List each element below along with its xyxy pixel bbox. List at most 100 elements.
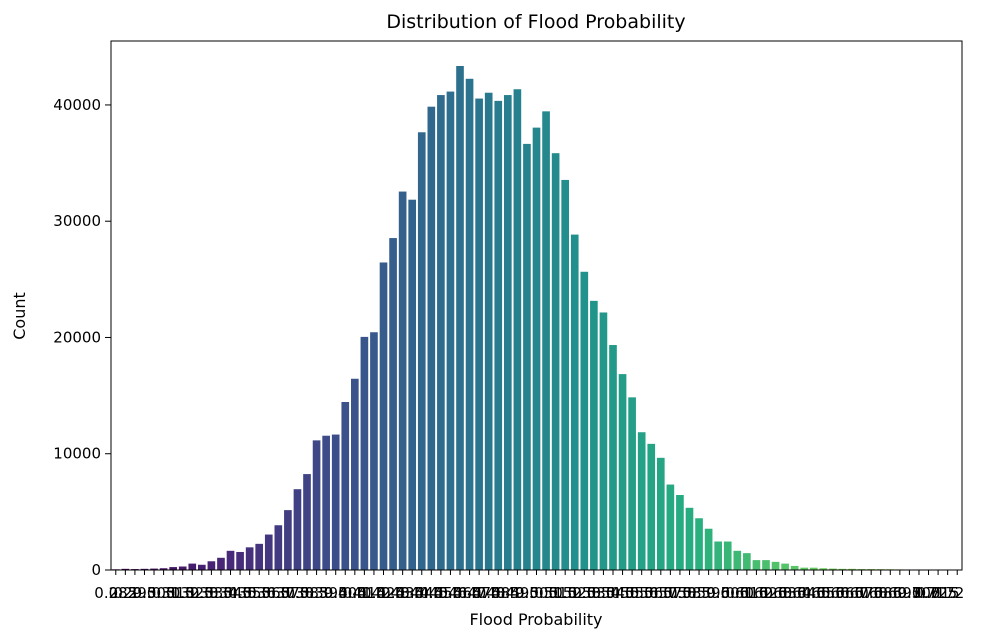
x-tick-label: 0.335 bbox=[190, 584, 233, 602]
x-tick-label: 0.465 bbox=[439, 584, 482, 602]
bar bbox=[628, 397, 636, 570]
bar bbox=[465, 78, 474, 570]
x-tick-label: 0.31 bbox=[147, 584, 180, 602]
x-tick-label: 0.425 bbox=[362, 584, 405, 602]
bar bbox=[656, 457, 665, 570]
x-tick-label: 0.45 bbox=[415, 584, 448, 602]
x-tick-label: 0.485 bbox=[477, 584, 520, 602]
bar bbox=[351, 378, 359, 570]
x-tick-label: 0.47 bbox=[453, 584, 486, 602]
bar bbox=[838, 568, 847, 570]
x-tick-label: 0.36 bbox=[243, 584, 276, 602]
bar bbox=[513, 89, 522, 570]
x-tick-label: 0.32 bbox=[166, 584, 199, 602]
bar bbox=[226, 550, 235, 570]
bar bbox=[121, 568, 130, 570]
x-tick-label: 0.395 bbox=[305, 584, 348, 602]
x-tick-label: 0.705 bbox=[897, 584, 940, 602]
x-tick-label: 0.515 bbox=[534, 584, 577, 602]
bar bbox=[398, 191, 407, 570]
bar bbox=[695, 518, 703, 570]
x-tick-label: 0.535 bbox=[572, 584, 615, 602]
bar bbox=[494, 100, 503, 570]
bar bbox=[236, 551, 244, 570]
x-tick-label: 0.545 bbox=[592, 584, 635, 602]
x-tick-label: 0.595 bbox=[687, 584, 730, 602]
x-tick-label: 0.54 bbox=[587, 584, 620, 602]
x-tick-label: 0.305 bbox=[133, 584, 176, 602]
x-tick-label: 0.645 bbox=[783, 584, 826, 602]
bar bbox=[360, 336, 369, 570]
bar bbox=[245, 547, 254, 570]
bar bbox=[819, 568, 828, 570]
x-tick-label: 0.715 bbox=[917, 584, 960, 602]
x-tick-label: 0.655 bbox=[802, 584, 845, 602]
bar bbox=[809, 567, 818, 570]
x-tick-label: 0.625 bbox=[745, 584, 788, 602]
x-tick-label: 0.365 bbox=[247, 584, 290, 602]
bar bbox=[590, 300, 598, 570]
x-tick-label: 0.52 bbox=[548, 584, 581, 602]
x-tick-label: 0.37 bbox=[262, 584, 295, 602]
bar bbox=[743, 553, 751, 570]
bar bbox=[408, 199, 417, 570]
x-tick-label: 0.685 bbox=[859, 584, 902, 602]
x-tick-label: 0.61 bbox=[721, 584, 754, 602]
x-tick-label: 0.72 bbox=[931, 584, 964, 602]
x-tick-label: 0.39 bbox=[300, 584, 333, 602]
x-tick-label: 0.295 bbox=[113, 584, 156, 602]
bar bbox=[637, 432, 646, 570]
bar bbox=[771, 561, 780, 570]
x-tick-label: 0.435 bbox=[381, 584, 424, 602]
bar bbox=[647, 443, 656, 570]
bar bbox=[437, 95, 445, 570]
y-tick-label: 40000 bbox=[53, 96, 101, 114]
x-tick-label: 0.325 bbox=[171, 584, 214, 602]
x-tick-label: 0.555 bbox=[611, 584, 654, 602]
x-tick-label: 0.475 bbox=[458, 584, 501, 602]
bar bbox=[561, 179, 570, 570]
x-tick-label: 0.58 bbox=[663, 584, 696, 602]
x-tick-label: 0.725 bbox=[914, 584, 957, 602]
x-tick-label: 0.635 bbox=[764, 584, 807, 602]
bar bbox=[484, 92, 493, 571]
x-tick-label: 0.285 bbox=[94, 584, 137, 602]
x-tick-label: 0.59 bbox=[682, 584, 715, 602]
y-tick-label: 30000 bbox=[53, 212, 101, 230]
x-tick-label: 0.385 bbox=[286, 584, 329, 602]
bar bbox=[503, 95, 512, 570]
bar bbox=[303, 474, 311, 570]
bar bbox=[570, 234, 579, 570]
x-tick-label: 0.525 bbox=[553, 584, 596, 602]
bar bbox=[551, 153, 560, 570]
bar bbox=[523, 143, 531, 570]
bar bbox=[322, 435, 330, 570]
x-tick-label: 0.55 bbox=[606, 584, 639, 602]
x-tick-label: 0.375 bbox=[266, 584, 309, 602]
x-tick-label: 0.315 bbox=[152, 584, 195, 602]
x-tick-label: 0.695 bbox=[878, 584, 921, 602]
bar bbox=[542, 111, 550, 570]
x-tick-label: 0.4 bbox=[324, 584, 348, 602]
bar bbox=[714, 541, 722, 570]
x-axis-label: Flood Probability bbox=[469, 610, 602, 629]
bar bbox=[207, 561, 216, 570]
x-tick-label: 0.675 bbox=[840, 584, 883, 602]
bar bbox=[446, 91, 455, 570]
x-tick-label: 0.42 bbox=[357, 584, 390, 602]
bar bbox=[532, 127, 541, 571]
x-tick-label: 0.68 bbox=[854, 584, 887, 602]
bar bbox=[733, 550, 742, 570]
x-tick-label: 0.64 bbox=[778, 584, 811, 602]
bar bbox=[331, 434, 340, 570]
bar bbox=[274, 525, 283, 570]
x-tick-label: 0.505 bbox=[515, 584, 558, 602]
bar bbox=[370, 332, 378, 570]
chart-title: Distribution of Flood Probability bbox=[386, 11, 685, 33]
x-tick-label: 0.33 bbox=[185, 584, 218, 602]
x-tick-label: 0.57 bbox=[644, 584, 677, 602]
bar bbox=[169, 567, 177, 570]
x-tick-label: 0.605 bbox=[706, 584, 749, 602]
bar bbox=[417, 132, 426, 570]
bar bbox=[676, 495, 684, 570]
